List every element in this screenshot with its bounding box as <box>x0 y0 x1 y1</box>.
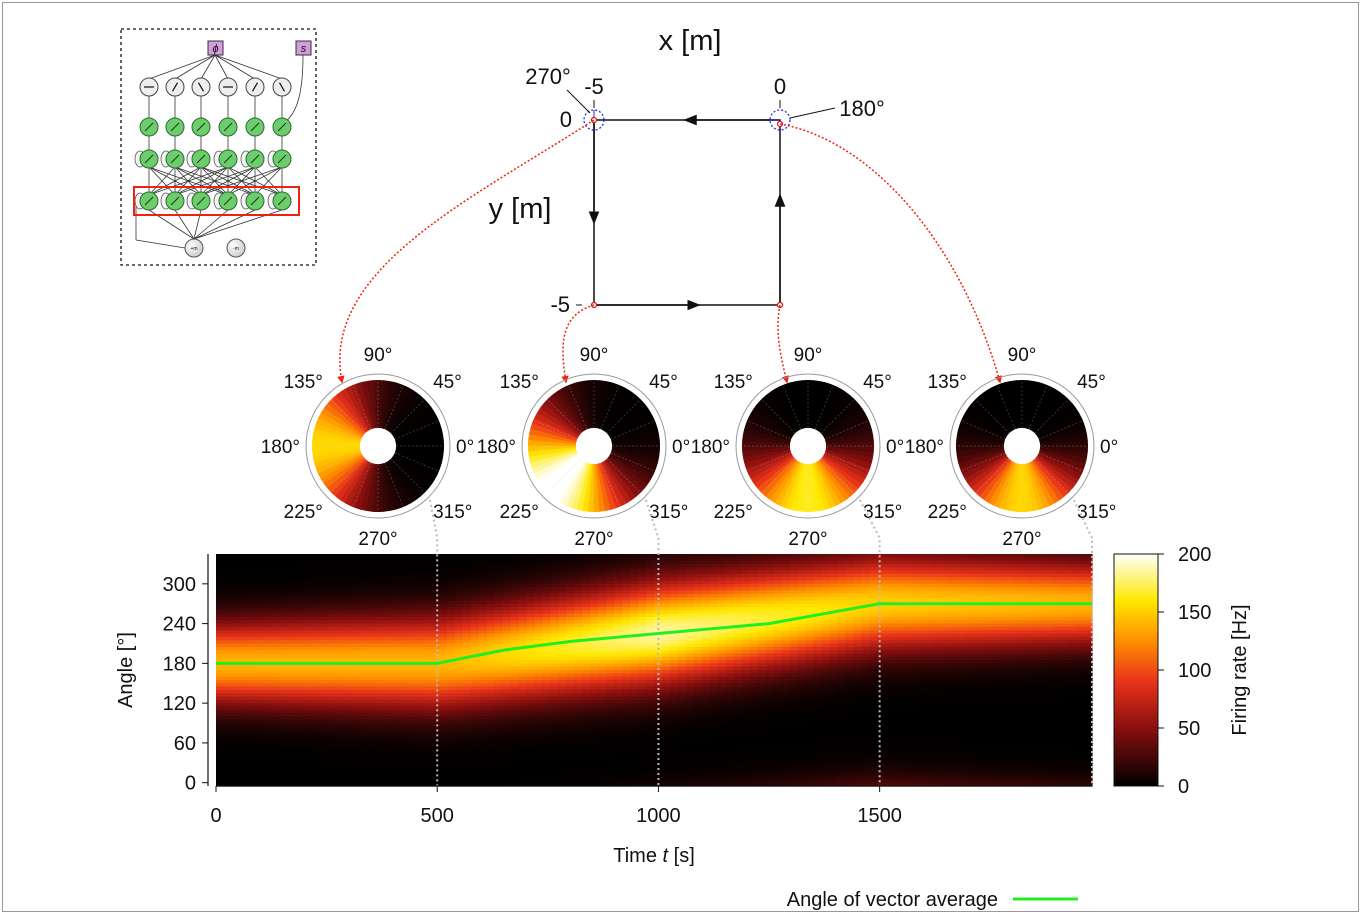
figure-border <box>2 2 1359 912</box>
figure: ϕ s +m -m x [m] y [m] -5 0 0 -5 270° <box>0 0 1363 916</box>
